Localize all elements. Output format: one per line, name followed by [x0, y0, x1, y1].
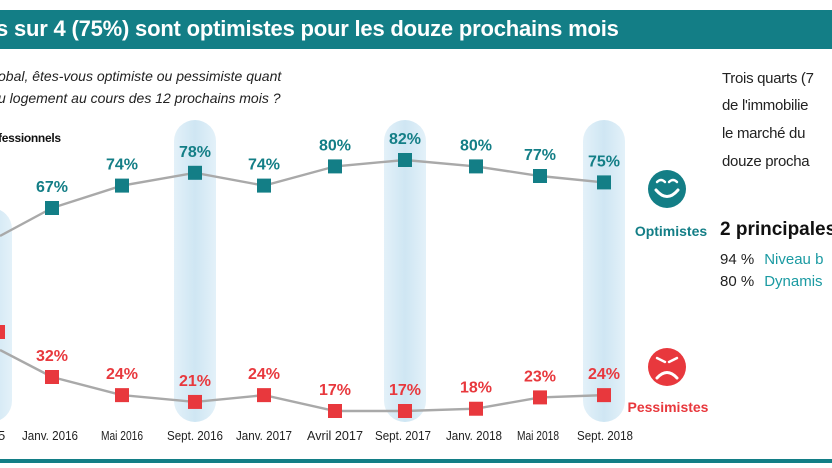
legend-optimistes: Optimistes — [635, 223, 708, 239]
summary-line-3: le marché du — [722, 125, 806, 142]
highlight-column — [174, 120, 216, 422]
data-label: 75% — [588, 153, 620, 170]
data-label: 17% — [319, 382, 351, 399]
data-label: 80% — [460, 137, 492, 154]
highlight-column — [0, 210, 12, 420]
data-label: 24% — [588, 366, 620, 383]
data-label: 21% — [179, 373, 211, 390]
x-tick-label: Sept. 2017 — [375, 428, 431, 443]
pessimistes-marker — [115, 388, 129, 403]
optimistes-marker — [533, 169, 547, 183]
summary-line-4: douze procha — [722, 153, 810, 170]
question-line-2: u logement au cours des 12 prochains moi… — [0, 90, 281, 106]
data-label: 32% — [36, 348, 68, 365]
pessimistes-marker — [597, 388, 611, 403]
x-tick-label: 5 — [0, 428, 5, 443]
reason-text: Dynamis — [764, 273, 823, 290]
smiley-sad-icon — [648, 348, 686, 386]
pessimistes-marker-partial — [0, 325, 5, 339]
pessimistes-marker — [257, 388, 271, 403]
pessimistes-marker — [469, 401, 483, 416]
x-tick-label: Sept. 2018 — [577, 428, 633, 443]
x-tick-label: Sept. 2016 — [167, 428, 223, 443]
pessimistes-marker — [188, 394, 202, 409]
optimistes-marker — [597, 175, 611, 190]
data-label: 80% — [319, 137, 351, 154]
optimistes-marker — [328, 159, 342, 174]
reason-pct: 94 % — [720, 251, 755, 268]
optimistes-marker — [115, 178, 129, 193]
data-label: 78% — [179, 144, 211, 161]
data-label: 67% — [36, 179, 68, 196]
reason-item: 94 % Niveau b — [720, 251, 823, 268]
highlight-column — [583, 120, 625, 422]
pessimistes-marker — [398, 404, 412, 418]
pessimistes-marker — [328, 404, 342, 418]
optimistes-marker — [45, 201, 59, 215]
data-label: 24% — [248, 366, 280, 383]
bottom-rule — [0, 459, 832, 463]
reasons-heading: 2 principales — [720, 219, 832, 240]
data-label: 18% — [460, 380, 492, 397]
pessimistes-marker — [533, 390, 547, 405]
reason-text: Niveau b — [764, 251, 824, 268]
panel-label: fessionnels — [0, 131, 61, 145]
x-tick-label: Mai 2018 — [517, 428, 559, 443]
data-label: 23% — [524, 368, 556, 385]
x-tick-label: Mai 2016 — [101, 428, 143, 443]
reason-pct: 80 % — [720, 273, 755, 290]
data-label: 17% — [389, 382, 421, 399]
data-label: 24% — [106, 366, 138, 383]
highlight-column — [384, 120, 426, 422]
x-tick-label: Avril 2017 — [307, 428, 363, 443]
x-tick-label: Janv. 2018 — [446, 428, 502, 443]
optimistes-marker — [398, 153, 412, 167]
page-title: s sur 4 (75%) sont optimistes pour les d… — [0, 16, 619, 41]
data-label: 82% — [389, 131, 421, 148]
data-label: 74% — [248, 157, 280, 174]
data-label: 74% — [106, 157, 138, 174]
legend-pessimistes: Pessimistes — [628, 399, 709, 415]
optimistes-line-stub — [0, 206, 53, 238]
pessimistes-line-stub — [0, 348, 53, 379]
summary-line-2: de l'immobilie — [722, 97, 809, 114]
x-tick-label: Janv. 2017 — [236, 428, 292, 443]
optimistes-marker — [188, 165, 202, 180]
reason-item: 80 % Dynamis — [720, 273, 823, 290]
optimistes-marker — [469, 159, 483, 174]
pessimistes-marker — [45, 370, 59, 384]
smiley-happy-icon — [648, 170, 686, 208]
summary-line-1: Trois quarts (7 — [722, 70, 814, 87]
question-line-1: obal, êtes-vous optimiste ou pessimiste … — [0, 68, 282, 84]
data-label: 77% — [524, 147, 556, 164]
x-tick-label: Janv. 2016 — [22, 428, 78, 443]
title-banner — [0, 10, 832, 49]
optimistes-marker — [257, 178, 271, 193]
